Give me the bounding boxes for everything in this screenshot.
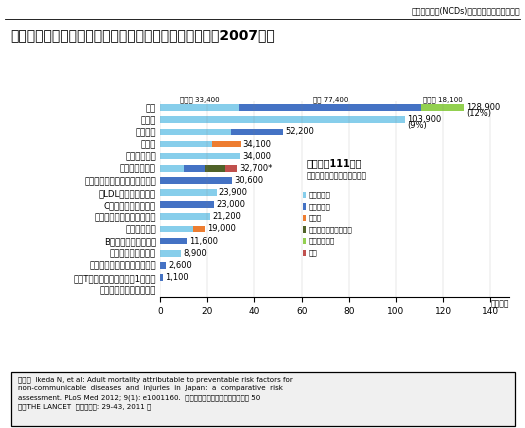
Bar (184, 165, 205, 172)
Text: その他の非感染性疾病: その他の非感染性疾病 (308, 226, 352, 233)
Bar (303, 192, 306, 198)
Bar (160, 165, 184, 172)
Text: 2,600: 2,600 (168, 261, 192, 270)
Text: 悪性新生物: 悪性新生物 (308, 203, 330, 210)
Text: 循環器疾患: 循環器疾患 (308, 192, 330, 198)
Bar (193, 226, 205, 232)
Bar (239, 104, 422, 111)
Bar (303, 226, 306, 232)
Text: 34,000: 34,000 (242, 152, 271, 160)
Text: 呼吸器 18,100: 呼吸器 18,100 (423, 96, 463, 103)
Text: 23,900: 23,900 (218, 188, 247, 197)
Text: 非感染性疾患(NCDs)対策における禁煙の意義: 非感染性疾患(NCDs)対策における禁煙の意義 (411, 6, 520, 15)
Text: わが国におけるリスク要因別の関連死亡者数－男女計（2007年）: わが国におけるリスク要因別の関連死亡者数－男女計（2007年） (10, 28, 275, 42)
Bar (303, 203, 306, 210)
Bar (160, 104, 239, 111)
Bar (422, 104, 464, 111)
Text: がん 77,400: がん 77,400 (312, 96, 348, 103)
Bar (160, 214, 210, 220)
Text: 呼吸器系疾患: 呼吸器系疾患 (308, 238, 334, 244)
Text: (9%): (9%) (407, 121, 427, 130)
Text: 52,200: 52,200 (285, 128, 314, 137)
Text: 糖尿病: 糖尿病 (308, 215, 321, 221)
Bar (160, 189, 216, 196)
Bar (160, 238, 187, 244)
Text: 34,100: 34,100 (243, 140, 271, 149)
Text: 23,000: 23,000 (216, 200, 245, 209)
Bar (205, 165, 225, 172)
Bar (160, 250, 181, 256)
FancyBboxPatch shape (10, 372, 514, 426)
Bar (160, 153, 240, 160)
Text: （千人）: （千人） (491, 299, 509, 308)
Text: 8,900: 8,900 (183, 249, 207, 258)
Bar (231, 128, 284, 135)
Text: (12%): (12%) (466, 109, 491, 118)
Bar (160, 274, 163, 281)
Text: 19,000: 19,000 (207, 224, 236, 233)
Text: 30,600: 30,600 (234, 176, 264, 185)
Text: 1,100: 1,100 (165, 273, 188, 282)
Bar (160, 201, 214, 208)
Text: （）内は総死亡に占める割合: （）内は総死亡に占める割合 (307, 171, 366, 180)
Text: 32,700*: 32,700* (239, 164, 272, 173)
Text: 外因: 外因 (308, 249, 317, 256)
Bar (160, 177, 232, 184)
Text: 循環器 33,400: 循環器 33,400 (180, 96, 219, 103)
Bar (160, 128, 231, 135)
Bar (160, 116, 405, 123)
Bar (160, 226, 193, 232)
Bar (303, 238, 306, 244)
Text: 21,200: 21,200 (212, 212, 241, 221)
Text: 11,600: 11,600 (190, 237, 218, 246)
Bar (160, 262, 166, 269)
Bar (212, 141, 240, 147)
Text: 128,900: 128,900 (466, 103, 500, 112)
Text: 総死亡数111万人: 総死亡数111万人 (307, 158, 362, 168)
Text: 103,900: 103,900 (407, 115, 442, 124)
Bar (225, 165, 237, 172)
Bar (160, 141, 212, 147)
Bar (303, 250, 306, 256)
Bar (303, 215, 306, 221)
Text: 出典）  Ikeda N, et al: Adult mortality attributable to preventable risk factors fo: 出典） Ikeda N, et al: Adult mortality attr… (18, 376, 293, 410)
